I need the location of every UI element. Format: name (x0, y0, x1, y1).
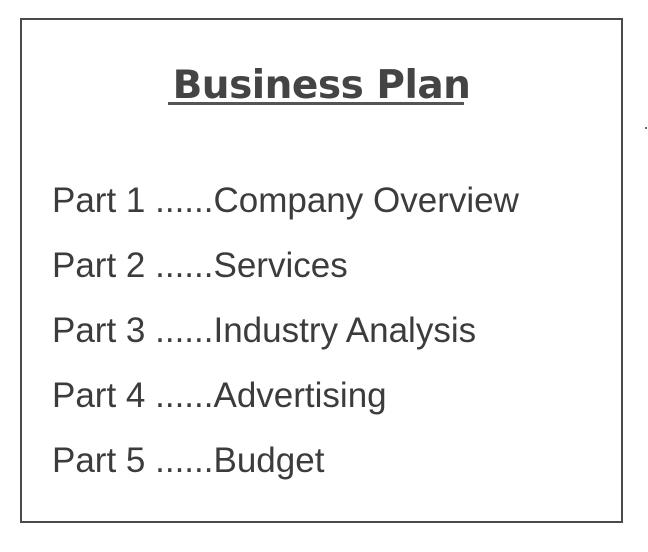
toc-entry-part-3: Part 3 ......Industry Analysis (52, 298, 519, 363)
toc-leader-dots: ...... (155, 246, 214, 285)
document-frame: Business Plan Part 1 ......Company Overv… (20, 18, 623, 523)
toc-part-label: Part 1 (52, 181, 146, 220)
document-title: Business Plan (172, 63, 471, 108)
toc-entry-part-5: Part 5 ......Budget (52, 428, 519, 493)
toc-part-label: Part 5 (52, 441, 146, 480)
table-of-contents: Part 1 ......Company Overview Part 2 ...… (52, 168, 519, 493)
toc-entry-part-2: Part 2 ......Services (52, 233, 519, 298)
title-underline (168, 102, 464, 105)
toc-leader-dots: ...... (155, 376, 214, 415)
scan-speck (645, 127, 647, 129)
toc-section-title: Advertising (213, 376, 387, 415)
toc-section-title: Services (213, 246, 348, 285)
toc-part-label: Part 3 (52, 311, 146, 350)
toc-section-title: Company Overview (213, 181, 519, 220)
toc-leader-dots: ...... (155, 311, 214, 350)
toc-section-title: Budget (213, 441, 325, 480)
toc-section-title: Industry Analysis (213, 311, 477, 350)
toc-entry-part-4: Part 4 ......Advertising (52, 363, 519, 428)
toc-entry-part-1: Part 1 ......Company Overview (52, 168, 519, 233)
toc-leader-dots: ...... (155, 181, 214, 220)
toc-part-label: Part 2 (52, 246, 146, 285)
toc-part-label: Part 4 (52, 376, 146, 415)
toc-leader-dots: ...... (155, 441, 214, 480)
